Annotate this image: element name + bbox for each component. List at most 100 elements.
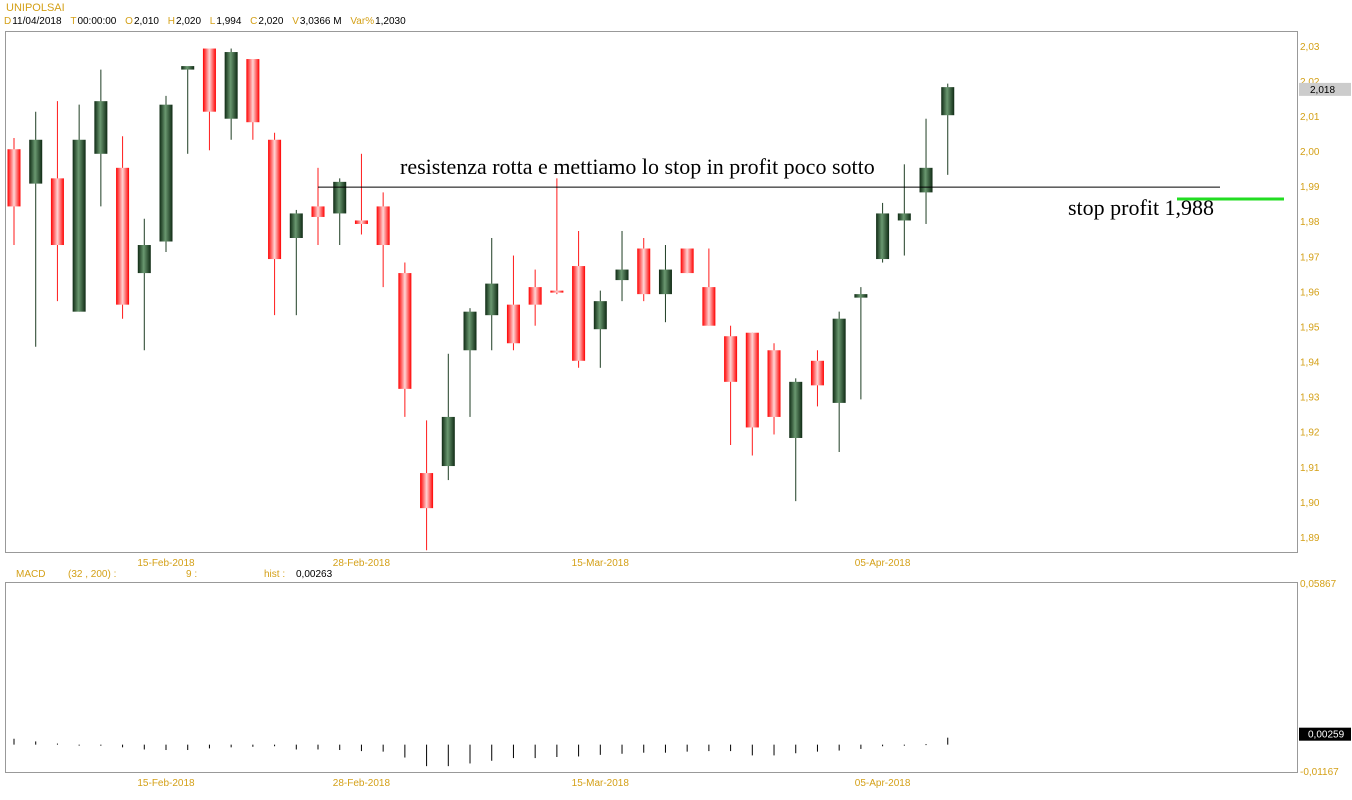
candle-body-up	[485, 283, 499, 316]
candle-body-down	[398, 273, 412, 389]
candle-body-up	[94, 101, 108, 154]
macd-value-label: 0,00259	[1308, 730, 1345, 741]
info-key: D	[4, 16, 12, 27]
candle-body-up	[29, 139, 43, 184]
price-axis-tick: 1,90	[1300, 498, 1320, 509]
candle-body-up	[224, 52, 238, 119]
candle-body-up	[441, 416, 455, 467]
candle-body-up	[289, 213, 303, 238]
candle-body-up	[789, 381, 803, 438]
price-axis-tick: 2,00	[1300, 147, 1320, 158]
candle-body-down	[116, 167, 130, 305]
price-axis-tick: 1,91	[1300, 463, 1320, 474]
info-key: O	[125, 16, 133, 27]
candle-body-down	[745, 332, 759, 428]
price-axis-tick: 1,96	[1300, 287, 1320, 298]
candle-body-up	[72, 139, 86, 312]
candle-body-up	[593, 301, 607, 330]
candle-body-up	[181, 66, 195, 70]
candle-body-down	[810, 360, 824, 386]
price-axis-tick: 1,95	[1300, 322, 1320, 333]
macd-value-box	[1299, 727, 1351, 741]
candle-body-up	[658, 269, 672, 295]
info-value: 00:00:00	[77, 16, 117, 27]
price-axis-tick: 1,99	[1300, 182, 1320, 193]
price-axis-tick: 1,93	[1300, 393, 1320, 404]
macd-panel-frame	[5, 582, 1298, 773]
date-axis-label: 15-Feb-2018	[137, 558, 195, 569]
info-value: 1,994	[216, 16, 242, 27]
price-axis-tick: 2,03	[1300, 42, 1320, 53]
macd-axis-tick: -0,01167	[1300, 767, 1339, 778]
macd-date-axis-label: 15-Feb-2018	[137, 778, 195, 789]
candle-body-up	[832, 318, 846, 403]
candle-body-down	[550, 290, 564, 293]
info-key: T	[70, 16, 77, 27]
candle-body-down	[724, 336, 738, 382]
info-value: 2,020	[175, 16, 202, 27]
candle-body-down	[680, 248, 694, 274]
resistance-annotation: resistenza rotta e mettiamo lo stop in p…	[400, 154, 875, 179]
candle-body-down	[506, 304, 520, 344]
candle-body-up	[463, 311, 477, 351]
candle-body-up	[919, 167, 933, 193]
candle-body-up	[854, 294, 868, 298]
symbol-title: UNIPOLSAI	[6, 2, 65, 14]
info-key: H	[167, 16, 175, 27]
date-axis-label: 15-Mar-2018	[572, 558, 630, 569]
price-axis-tick: 1,98	[1300, 217, 1320, 228]
candle-body-up	[941, 87, 955, 116]
price-axis-tick: 2,02	[1300, 77, 1320, 88]
candle-body-down	[50, 178, 64, 246]
info-value: 11/04/2018	[12, 16, 62, 27]
date-axis-label: 28-Feb-2018	[333, 558, 391, 569]
macd-date-axis-label: 28-Feb-2018	[333, 778, 391, 789]
info-value: 3,0366 M	[299, 16, 342, 27]
candle-body-down	[7, 149, 21, 207]
candle-body-up	[333, 181, 347, 214]
ohlc-info-bar: D11/04/2018 T00:00:00 O2,010 H2,020 L1,9…	[4, 16, 406, 27]
macd-params: (32 , 200) :	[68, 569, 117, 580]
info-key: C	[250, 16, 258, 27]
candle-body-down	[354, 220, 368, 224]
info-key: Var%	[350, 16, 375, 27]
info-key: V	[292, 16, 299, 27]
candle-body-up	[615, 269, 629, 281]
candle-body-down	[767, 350, 781, 417]
candle-body-down	[202, 48, 216, 112]
candle-body-down	[637, 248, 651, 295]
macd-hist-value: 0,00263	[296, 569, 333, 580]
candle-body-down	[572, 266, 586, 361]
macd-axis-tick: 0,05867	[1300, 579, 1337, 590]
price-axis-tick: 1,89	[1300, 533, 1320, 544]
candle-body-up	[876, 213, 890, 260]
stop-profit-annotation: stop profit 1,988	[1068, 195, 1214, 220]
info-value: 1,2030	[375, 16, 406, 27]
price-axis-tick: 1,97	[1300, 252, 1320, 263]
macd-signal: 9 :	[186, 569, 198, 580]
info-value: 2,010	[133, 16, 159, 27]
price-panel-frame	[5, 31, 1298, 553]
candle-body-up	[897, 213, 911, 221]
macd-date-axis-label: 05-Apr-2018	[855, 778, 911, 789]
price-axis-tick: 2,01	[1300, 112, 1320, 123]
candle-body-down	[702, 287, 716, 326]
candle-body-down	[420, 473, 434, 509]
candle-body-up	[159, 104, 173, 242]
candle-body-down	[311, 206, 325, 217]
last-price-label: 2,018	[1310, 85, 1335, 96]
price-axis-tick: 1,94	[1300, 358, 1320, 369]
last-price-box	[1299, 82, 1351, 96]
candle-body-down	[268, 139, 282, 260]
candle-body-down	[528, 287, 542, 305]
candle-body-down	[246, 59, 260, 123]
date-axis-label: 05-Apr-2018	[855, 558, 911, 569]
macd-date-axis-label: 15-Mar-2018	[572, 778, 630, 789]
info-key: L	[209, 16, 216, 27]
price-axis-tick: 1,92	[1300, 428, 1320, 439]
candle-body-up	[137, 245, 151, 274]
macd-hist-label: hist :	[264, 569, 286, 580]
info-value: 2,020	[258, 16, 284, 27]
macd-label: MACD	[16, 569, 46, 580]
